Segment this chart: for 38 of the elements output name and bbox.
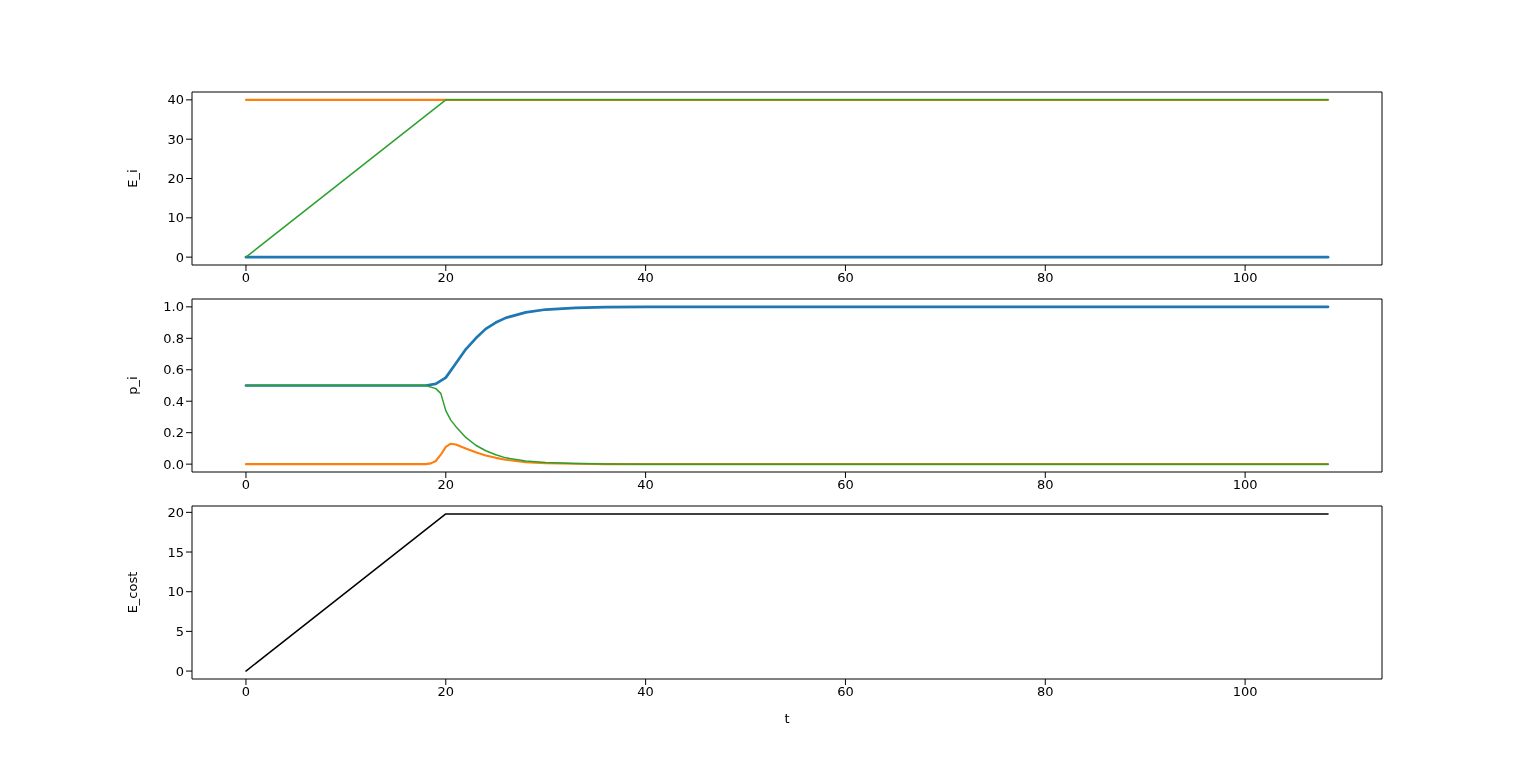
x-axis-title: t — [784, 711, 790, 726]
x-tick-label: 60 — [837, 270, 854, 286]
x-tick-label: 80 — [1037, 684, 1054, 700]
x-tick-label: 0 — [241, 270, 251, 286]
y-tick-label: 0 — [175, 663, 184, 679]
y-tick-label: 15 — [167, 544, 184, 560]
x-tick-label: 100 — [1232, 684, 1258, 700]
x-tick-label: 60 — [837, 477, 854, 493]
y-axis-title: E_i — [124, 169, 140, 188]
y-axis-title: p_i — [124, 376, 140, 395]
y-tick-label: 10 — [167, 210, 184, 226]
x-tick-label: 60 — [837, 684, 854, 700]
x-tick-label: 20 — [437, 684, 455, 700]
y-tick-label: 0.6 — [163, 362, 184, 378]
y-tick-label: 5 — [175, 624, 184, 639]
y-tick-label: 0 — [175, 249, 184, 265]
x-tick-label: 40 — [637, 270, 654, 286]
x-tick-label: 20 — [437, 270, 455, 286]
x-tick-label: 20 — [437, 477, 455, 493]
x-tick-label: 100 — [1232, 477, 1258, 493]
x-tick-label: 100 — [1232, 270, 1258, 286]
x-tick-label: 40 — [637, 477, 654, 493]
y-tick-label: 0.2 — [163, 425, 184, 441]
y-tick-label: 0.0 — [163, 456, 184, 472]
x-tick-label: 40 — [637, 684, 654, 700]
x-tick-label: 80 — [1037, 477, 1054, 493]
y-tick-label: 20 — [167, 504, 184, 520]
y-tick-label: 30 — [167, 131, 184, 147]
x-tick-label: 0 — [241, 684, 251, 700]
y-tick-label: 20 — [167, 171, 184, 187]
x-tick-label: 0 — [241, 477, 251, 493]
x-tick-label: 80 — [1037, 270, 1054, 286]
y-tick-label: 40 — [167, 92, 184, 108]
y-axis-title: E_cost — [124, 571, 140, 614]
y-tick-label: 0.4 — [163, 393, 184, 409]
y-tick-label: 0.8 — [163, 330, 184, 346]
y-tick-label: 10 — [167, 584, 184, 600]
y-tick-label: 1.0 — [163, 299, 184, 315]
